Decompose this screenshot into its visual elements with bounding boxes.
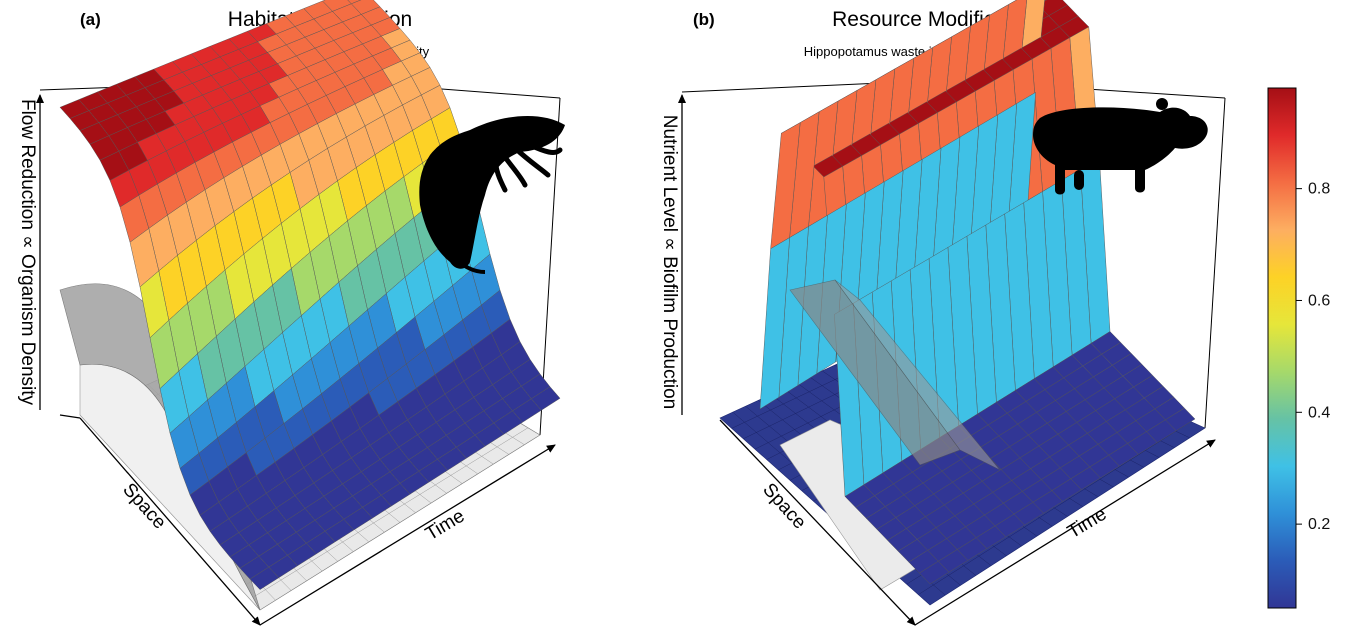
panel-b-plot: Nutrient Level ∝ Biofilm Production Spac… — [659, 0, 1226, 626]
panel-a-plot: Flow Reduction ∝ Organism Density Space … — [17, 0, 565, 626]
caddisfly-icon — [419, 115, 565, 274]
colorbar: 0.8 0.6 0.4 0.2 — [1267, 87, 1330, 609]
panel-b-surface-cell — [759, 237, 790, 410]
panel-b-time-axis — [914, 439, 1216, 626]
panel-a-letter: (a) — [80, 10, 101, 29]
panel-b-space-axis — [719, 419, 916, 626]
panel-b-z-label: Nutrient Level ∝ Biofilm Production — [659, 115, 680, 409]
panel-a-z-label: Flow Reduction ∝ Organism Density — [17, 99, 38, 406]
panel-a-time-axis — [259, 444, 556, 626]
colorbar-tick-label: 0.8 — [1308, 181, 1330, 198]
hippopotamus-icon — [1033, 98, 1208, 195]
panel-a-surface-cell — [249, 566, 280, 590]
colorbar-tick-label: 0.6 — [1308, 292, 1330, 309]
panel-b-surface-cell — [919, 561, 950, 585]
colorbar-tick-label: 0.2 — [1308, 516, 1330, 533]
panel-b-letter: (b) — [693, 10, 715, 29]
panel-a-space-axis — [79, 417, 261, 626]
colorbar-tick-label: 0.4 — [1308, 404, 1330, 421]
